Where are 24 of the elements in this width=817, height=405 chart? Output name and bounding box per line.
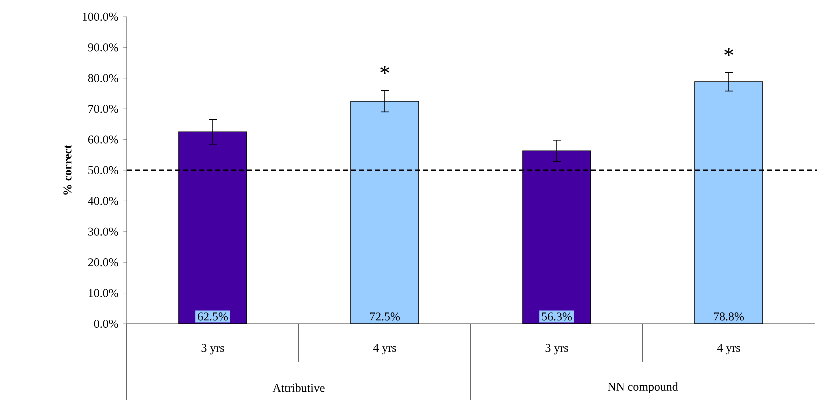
y-tick-label: 40.0% xyxy=(88,197,118,206)
annotation: * xyxy=(724,48,734,56)
annotation: * xyxy=(380,66,390,74)
text: Attributive xyxy=(272,384,325,392)
y-axis-title: % correct xyxy=(64,144,72,195)
y-tick-label: 100.0% xyxy=(83,12,118,22)
data-label: 72.5% xyxy=(370,312,400,321)
data-label: 62.5% xyxy=(198,312,228,321)
y-tick-label: 90.0% xyxy=(88,44,118,52)
x-tick-label: 3 yrs xyxy=(202,344,224,355)
y-tick-label: 50.0% xyxy=(88,166,118,175)
y-tick-label: 70.0% xyxy=(88,105,118,114)
x-tick-label: 4 yrs xyxy=(373,344,396,355)
y-tick-label: 30.0% xyxy=(88,228,118,236)
data-label: 78.8% xyxy=(714,312,744,321)
x-tick-label: 4 yrs xyxy=(717,344,740,355)
y-tick-label: 80.0% xyxy=(88,74,118,82)
y-tick-label: 0.0% xyxy=(94,320,118,328)
y-tick-label: 60.0% xyxy=(88,136,118,144)
text: NN compound xyxy=(608,382,678,394)
x-tick-label: 3 yrs xyxy=(546,344,568,355)
y-tick-label: 20.0% xyxy=(88,258,118,267)
y-tick-label: 10.0% xyxy=(88,289,118,298)
data-label: 56.3% xyxy=(542,312,572,321)
